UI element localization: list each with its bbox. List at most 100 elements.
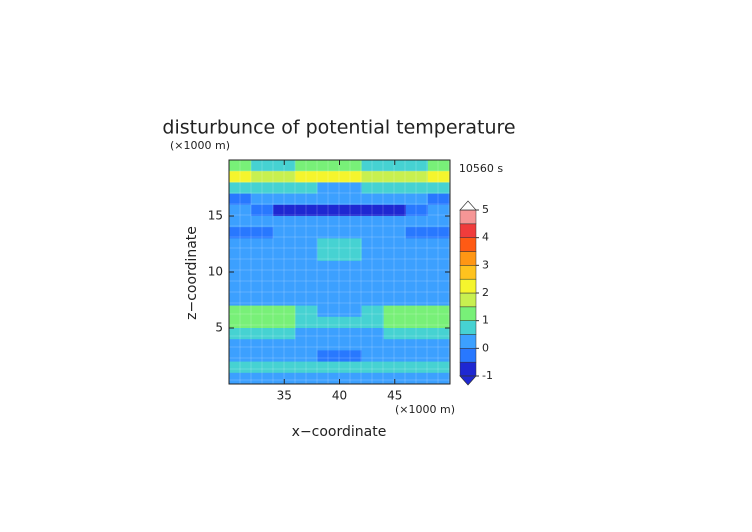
field-cell <box>317 193 340 206</box>
field-cell <box>405 272 429 284</box>
field-cell <box>339 272 363 284</box>
field-cell <box>427 204 451 217</box>
field-cell <box>339 171 363 183</box>
field-cell <box>273 294 296 307</box>
field-cell <box>251 160 274 172</box>
field-cell <box>405 193 429 206</box>
field-cell <box>361 372 385 385</box>
field-cell <box>251 238 274 251</box>
field-cell <box>317 160 340 172</box>
field-cell <box>383 305 407 318</box>
field-cell <box>361 227 385 239</box>
field-cell <box>427 316 451 329</box>
field-cell <box>405 160 429 172</box>
field-cell <box>383 272 407 284</box>
field-cell <box>339 316 363 329</box>
field-cell <box>339 350 363 363</box>
y-tick-label: 15 <box>208 209 223 223</box>
field-cell <box>405 204 429 217</box>
field-cell <box>361 238 385 251</box>
field-cell <box>295 361 318 374</box>
field-cell <box>383 339 407 351</box>
field-cell <box>427 238 451 251</box>
field-cell <box>361 160 385 172</box>
field-cell <box>317 328 340 340</box>
field-cell <box>339 372 363 385</box>
field-cell <box>427 171 451 183</box>
field-cell <box>339 227 363 239</box>
y-tick-label: 10 <box>208 265 223 279</box>
field-cell <box>295 227 318 239</box>
field-cell <box>273 227 296 239</box>
field-cell <box>295 328 318 340</box>
field <box>229 160 451 385</box>
field-cell <box>405 372 429 385</box>
field-cell <box>405 238 429 251</box>
field-cell <box>229 339 252 351</box>
field-cell <box>273 182 296 195</box>
colorbar-box <box>459 292 477 308</box>
field-cell <box>405 316 429 329</box>
field-cell <box>317 372 340 385</box>
field-cell <box>295 249 318 262</box>
field-cell <box>295 193 318 206</box>
colorbar-over <box>459 200 477 211</box>
time-label: 10560 s <box>459 162 503 175</box>
field-cell <box>295 160 318 172</box>
field-cell <box>317 260 340 273</box>
field-cell <box>229 372 252 385</box>
colorbar-tick-label: 5 <box>482 203 489 216</box>
field-cell <box>317 171 340 183</box>
field-cell <box>339 305 363 318</box>
field-cell <box>273 361 296 374</box>
field-cell <box>295 316 318 329</box>
field-cell <box>383 193 407 206</box>
field-cell <box>251 283 274 295</box>
field-cell <box>295 204 318 217</box>
field-cell <box>273 283 296 295</box>
field-cell <box>317 249 340 262</box>
field-cell <box>273 238 296 251</box>
colorbar-under <box>459 375 477 386</box>
field-cell <box>339 160 363 172</box>
field-cell <box>405 249 429 262</box>
field-cell <box>383 260 407 273</box>
field-cell <box>295 305 318 318</box>
field-cell <box>405 339 429 351</box>
x-tick-label: 45 <box>387 389 402 403</box>
field-cell <box>339 328 363 340</box>
field-cell <box>295 182 318 195</box>
colorbar-box <box>459 223 477 238</box>
x-axis-label: x−coordinate <box>292 424 387 440</box>
field-cell <box>229 260 252 273</box>
field-cell <box>295 372 318 385</box>
field-cell <box>405 182 429 195</box>
field-cell <box>273 316 296 329</box>
field-cell <box>383 372 407 385</box>
field-cell <box>273 339 296 351</box>
field-cell <box>383 294 407 307</box>
field-cell <box>229 294 252 307</box>
field-cell <box>317 316 340 329</box>
field-cell <box>383 328 407 340</box>
field-cell <box>273 171 296 183</box>
field-cell <box>229 182 252 195</box>
field-cell <box>295 283 318 295</box>
field-cell <box>229 160 252 172</box>
field-cell <box>405 216 429 228</box>
field-cell <box>229 238 252 251</box>
field-cell <box>427 361 451 374</box>
colorbar-box <box>459 306 477 321</box>
field-cell <box>427 294 451 307</box>
field-cell <box>295 272 318 284</box>
field-cell <box>427 182 451 195</box>
field-cell <box>339 339 363 351</box>
field-cell <box>405 294 429 307</box>
field-cell <box>273 272 296 284</box>
field-cell <box>273 204 296 217</box>
field-cell <box>273 260 296 273</box>
field-cell <box>339 204 363 217</box>
field-cell <box>229 272 252 284</box>
chart-title: disturbunce of potential temperature <box>162 117 515 139</box>
